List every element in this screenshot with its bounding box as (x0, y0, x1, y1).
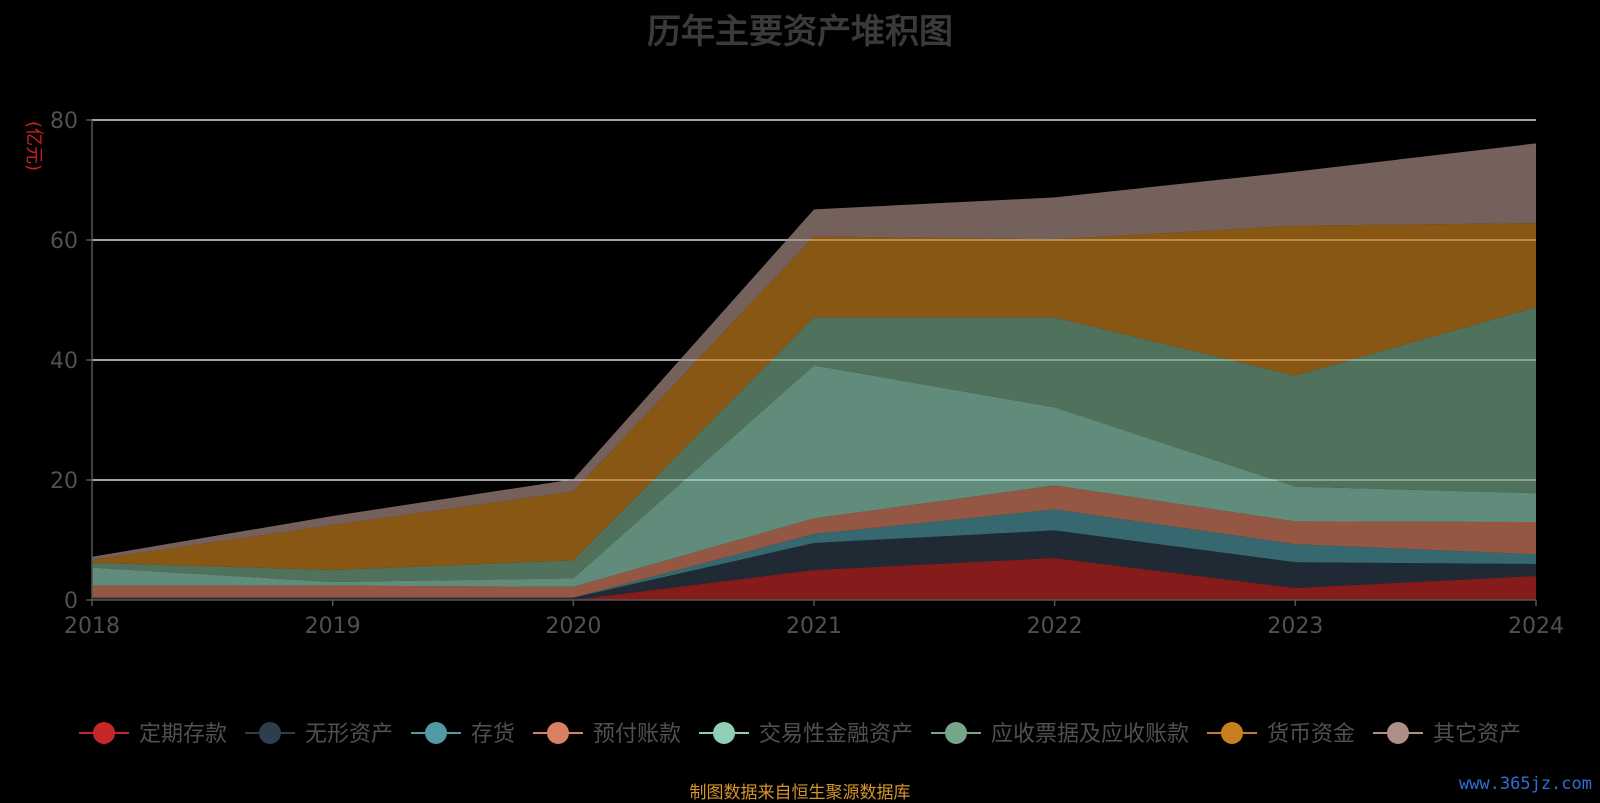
legend-marker (547, 722, 569, 744)
legend-marker (945, 722, 967, 744)
legend-item-7[interactable]: 货币资金 (1207, 722, 1355, 747)
legend-item-2[interactable]: 无形资产 (245, 722, 393, 747)
legend-marker (93, 722, 115, 744)
legend-marker (1387, 722, 1409, 744)
area-series-1[interactable] (92, 558, 1536, 600)
legend-marker (259, 722, 281, 744)
legend-marker (1221, 722, 1243, 744)
x-tick-label: 2021 (786, 614, 842, 639)
legend-item-4[interactable]: 预付账款 (533, 722, 681, 747)
area-series-4[interactable] (92, 485, 1536, 598)
legend-item-3[interactable]: 存货 (411, 722, 515, 747)
data-source-note: 制图数据来自恒生聚源数据库 (689, 783, 911, 803)
area-series-8[interactable] (92, 143, 1536, 560)
legend-label: 定期存款 (139, 722, 227, 747)
y-tick-label: 0 (64, 589, 78, 614)
y-tick-label: 60 (50, 229, 78, 254)
x-tick-label: 2018 (64, 614, 120, 639)
axes: 0 20 40 60 80 2018 2019 2020 2021 2022 2023 2024 (亿元… (23, 109, 1564, 639)
legend-marker (425, 722, 447, 744)
x-tick-label: 2019 (305, 614, 361, 639)
legend-label: 无形资产 (305, 722, 393, 747)
legend-label: 交易性金融资产 (759, 722, 913, 747)
legend-item-8[interactable]: 其它资产 (1373, 722, 1521, 747)
legend-label: 其它资产 (1433, 722, 1521, 747)
chart-title: 历年主要资产堆积图 (647, 12, 953, 52)
area-series-2[interactable] (92, 530, 1536, 600)
area-series-7[interactable] (92, 223, 1536, 570)
x-tick-label: 2020 (545, 614, 601, 639)
area-series-6[interactable] (92, 307, 1536, 582)
legend-item-5[interactable]: 交易性金融资产 (699, 722, 913, 747)
y-tick-label: 20 (50, 469, 78, 494)
y-tick-label: 40 (50, 349, 78, 374)
area-series-3[interactable] (92, 509, 1536, 598)
watermark: www.365jz.com (1458, 774, 1592, 794)
legend-item-1[interactable]: 定期存款 (79, 722, 227, 747)
legend-label: 存货 (471, 722, 515, 747)
y-tick-label: 80 (50, 109, 78, 134)
area-series-5[interactable] (92, 365, 1536, 587)
legend-label: 应收票据及应收账款 (991, 722, 1189, 747)
legend: 定期存款 无形资产 存货 预付账款 交易性金融资产 应收票据及应收账款 货币资金 其它资产 (79, 722, 1521, 747)
y-axis-label: (亿元) (23, 121, 44, 171)
legend-marker (713, 722, 735, 744)
x-tick-label: 2022 (1027, 614, 1083, 639)
legend-label: 货币资金 (1267, 722, 1355, 747)
legend-label: 预付账款 (593, 722, 681, 747)
legend-item-6[interactable]: 应收票据及应收账款 (931, 722, 1189, 747)
x-tick-label: 2023 (1267, 614, 1323, 639)
x-tick-label: 2024 (1508, 614, 1564, 639)
area-series (92, 143, 1536, 600)
